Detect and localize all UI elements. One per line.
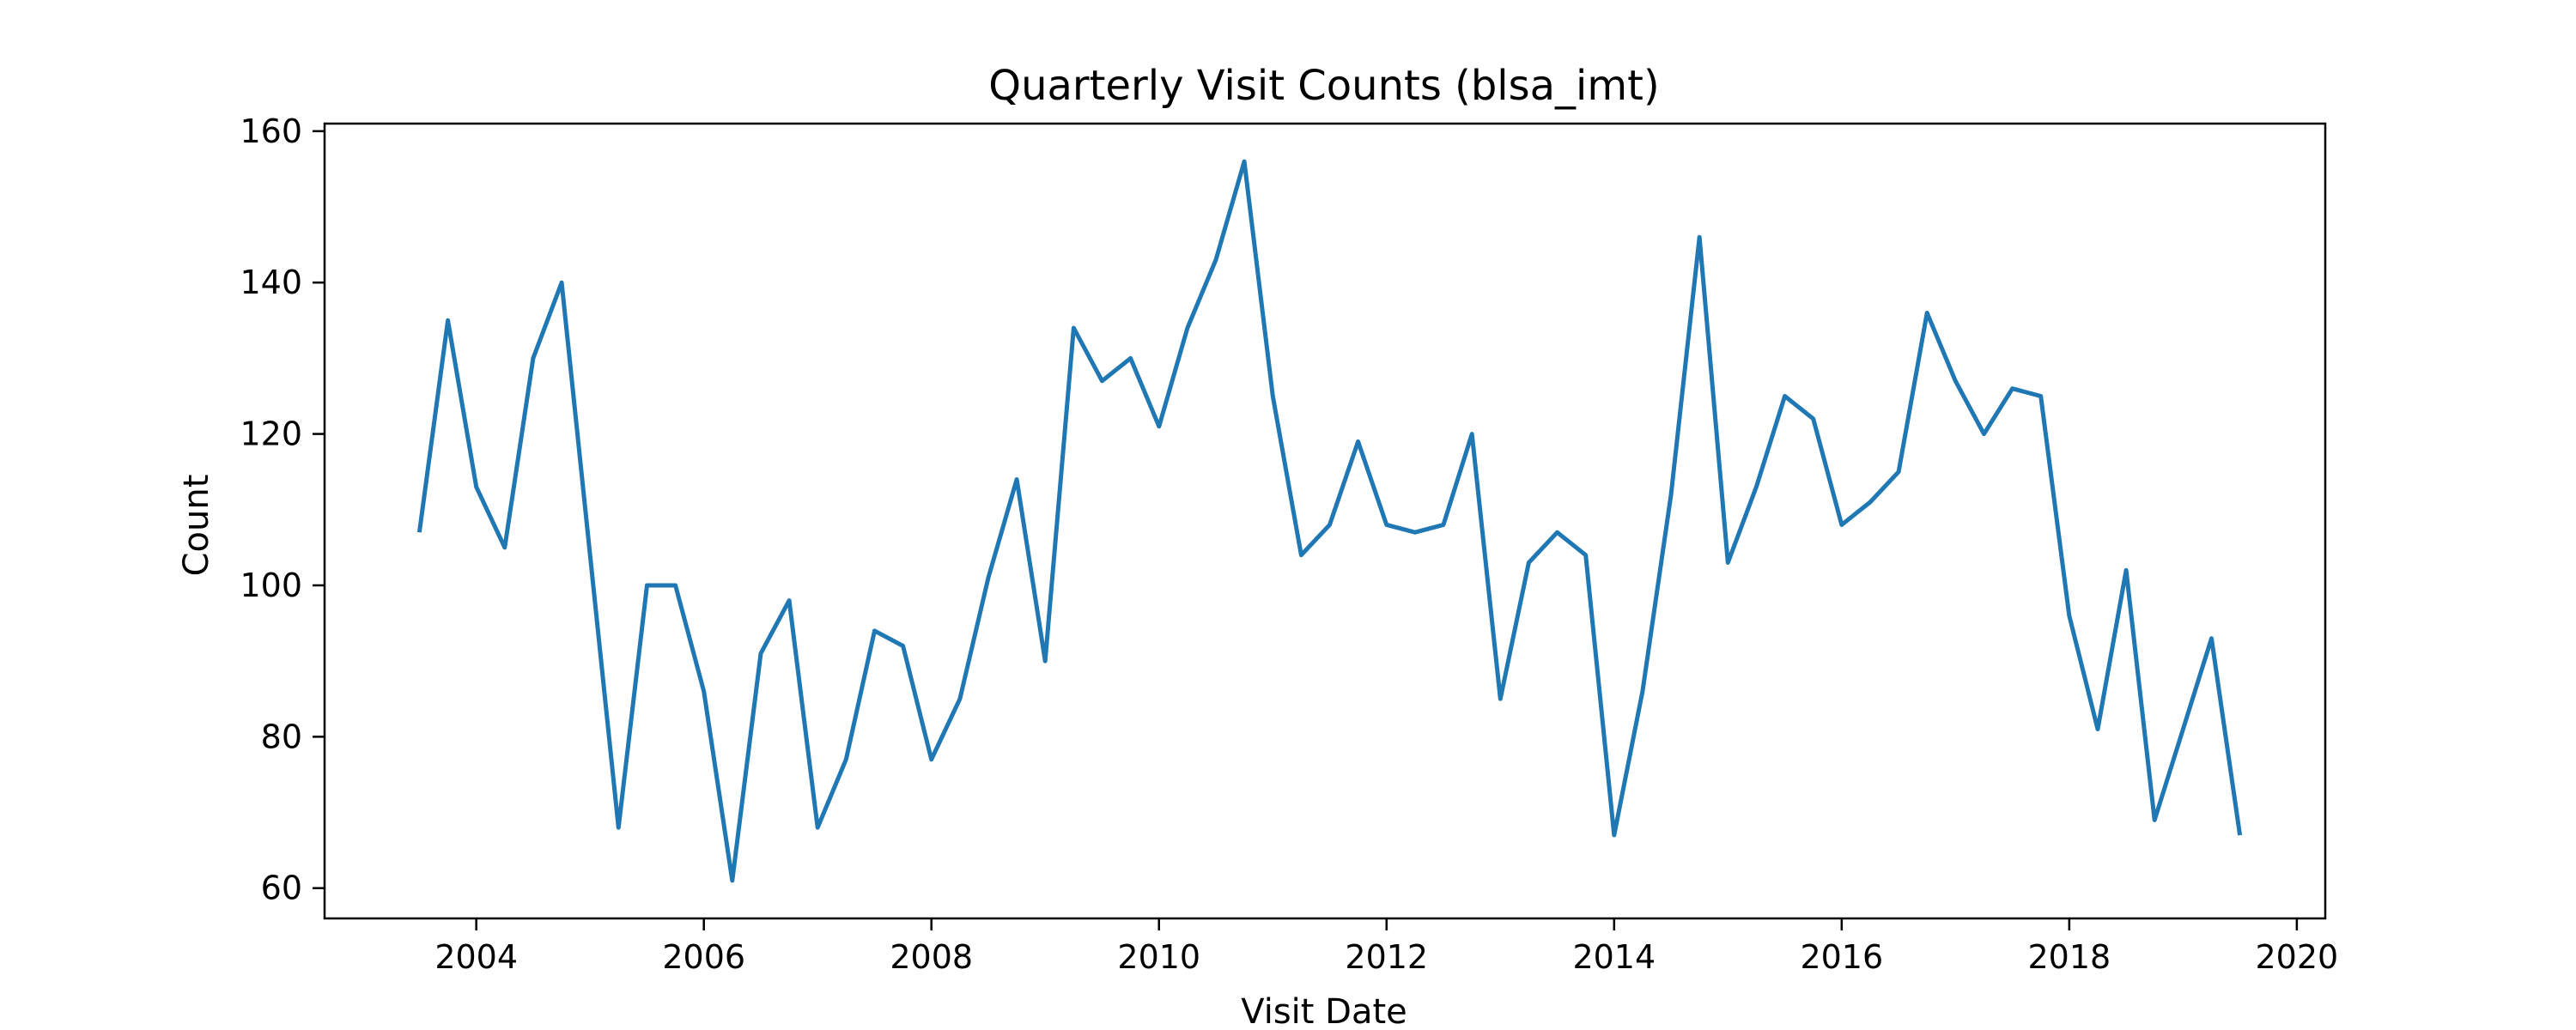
x-tick-label: 2006 bbox=[662, 938, 745, 976]
x-axis-label: Visit Date bbox=[1241, 992, 1407, 1030]
x-tick-label: 2012 bbox=[1345, 938, 1428, 976]
y-tick-label: 160 bbox=[240, 112, 302, 150]
x-tick-label: 2004 bbox=[434, 938, 518, 976]
x-tick-label: 2018 bbox=[2027, 938, 2111, 976]
y-axis: 60 80 100 120 140 160 bbox=[240, 112, 325, 907]
series-line bbox=[416, 159, 2243, 883]
x-tick-label: 2016 bbox=[1800, 938, 1883, 976]
x-tick-label: 2010 bbox=[1117, 938, 1200, 976]
y-tick-label: 100 bbox=[240, 566, 302, 604]
x-tick-label: 2020 bbox=[2256, 938, 2339, 976]
y-tick-label: 80 bbox=[261, 718, 302, 755]
chart-title: Quarterly Visit Counts (blsa_imt) bbox=[988, 62, 1659, 110]
y-tick-label: 120 bbox=[240, 415, 302, 453]
plot-frame bbox=[323, 122, 2327, 920]
x-tick-label: 2008 bbox=[890, 938, 973, 976]
y-tick-label: 140 bbox=[240, 264, 302, 301]
y-axis-label: Count bbox=[177, 475, 216, 577]
x-tick-label: 2014 bbox=[1572, 938, 1656, 976]
y-tick-label: 60 bbox=[261, 869, 302, 907]
x-axis: 2004 2006 2008 2010 2012 2014 2016 2018 2020 bbox=[434, 918, 2338, 976]
